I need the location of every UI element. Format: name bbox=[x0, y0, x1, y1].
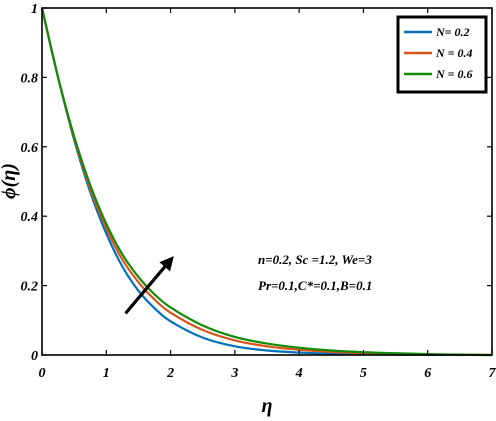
legend-box bbox=[396, 15, 488, 94]
legend-label: N = 0.4 bbox=[435, 46, 473, 60]
y-tick-label: 0.2 bbox=[21, 280, 39, 295]
y-axis-label: ϕ(η) bbox=[0, 163, 20, 199]
x-tick-label: 2 bbox=[166, 366, 174, 381]
x-tick-label: 3 bbox=[230, 366, 238, 381]
parameter-annotation-2: Pr=0.1,C*=0.1,B=0.1 bbox=[258, 278, 372, 293]
x-tick-label: 0 bbox=[39, 366, 46, 381]
y-tick-label: 0.6 bbox=[21, 141, 39, 156]
arrow-shaft bbox=[124, 265, 166, 315]
parameter-annotation-1: n=0.2, Sc =1.2, We=3 bbox=[258, 252, 372, 267]
y-tick-label: 0.4 bbox=[21, 210, 39, 225]
legend: N= 0.2 N = 0.4 N = 0.6 bbox=[396, 15, 488, 94]
series-line-3 bbox=[40, 7, 493, 357]
y-tick-label: 0.8 bbox=[21, 71, 39, 86]
x-tick-label: 7 bbox=[489, 366, 496, 381]
x-tick-label: 5 bbox=[360, 366, 367, 381]
axes-frame bbox=[41, 7, 493, 356]
legend-label: N = 0.6 bbox=[435, 67, 473, 81]
x-tick-label: 1 bbox=[103, 366, 110, 381]
x-tick-label: 4 bbox=[295, 366, 303, 381]
trend-arrow bbox=[124, 256, 174, 315]
x-tick-label: 6 bbox=[424, 366, 431, 381]
y-tick-label: 1 bbox=[31, 2, 38, 17]
arrow-head bbox=[159, 256, 174, 272]
legend-label: N= 0.2 bbox=[435, 25, 470, 39]
y-tick-label: 0 bbox=[31, 349, 38, 364]
x-axis-label: η bbox=[262, 395, 273, 417]
